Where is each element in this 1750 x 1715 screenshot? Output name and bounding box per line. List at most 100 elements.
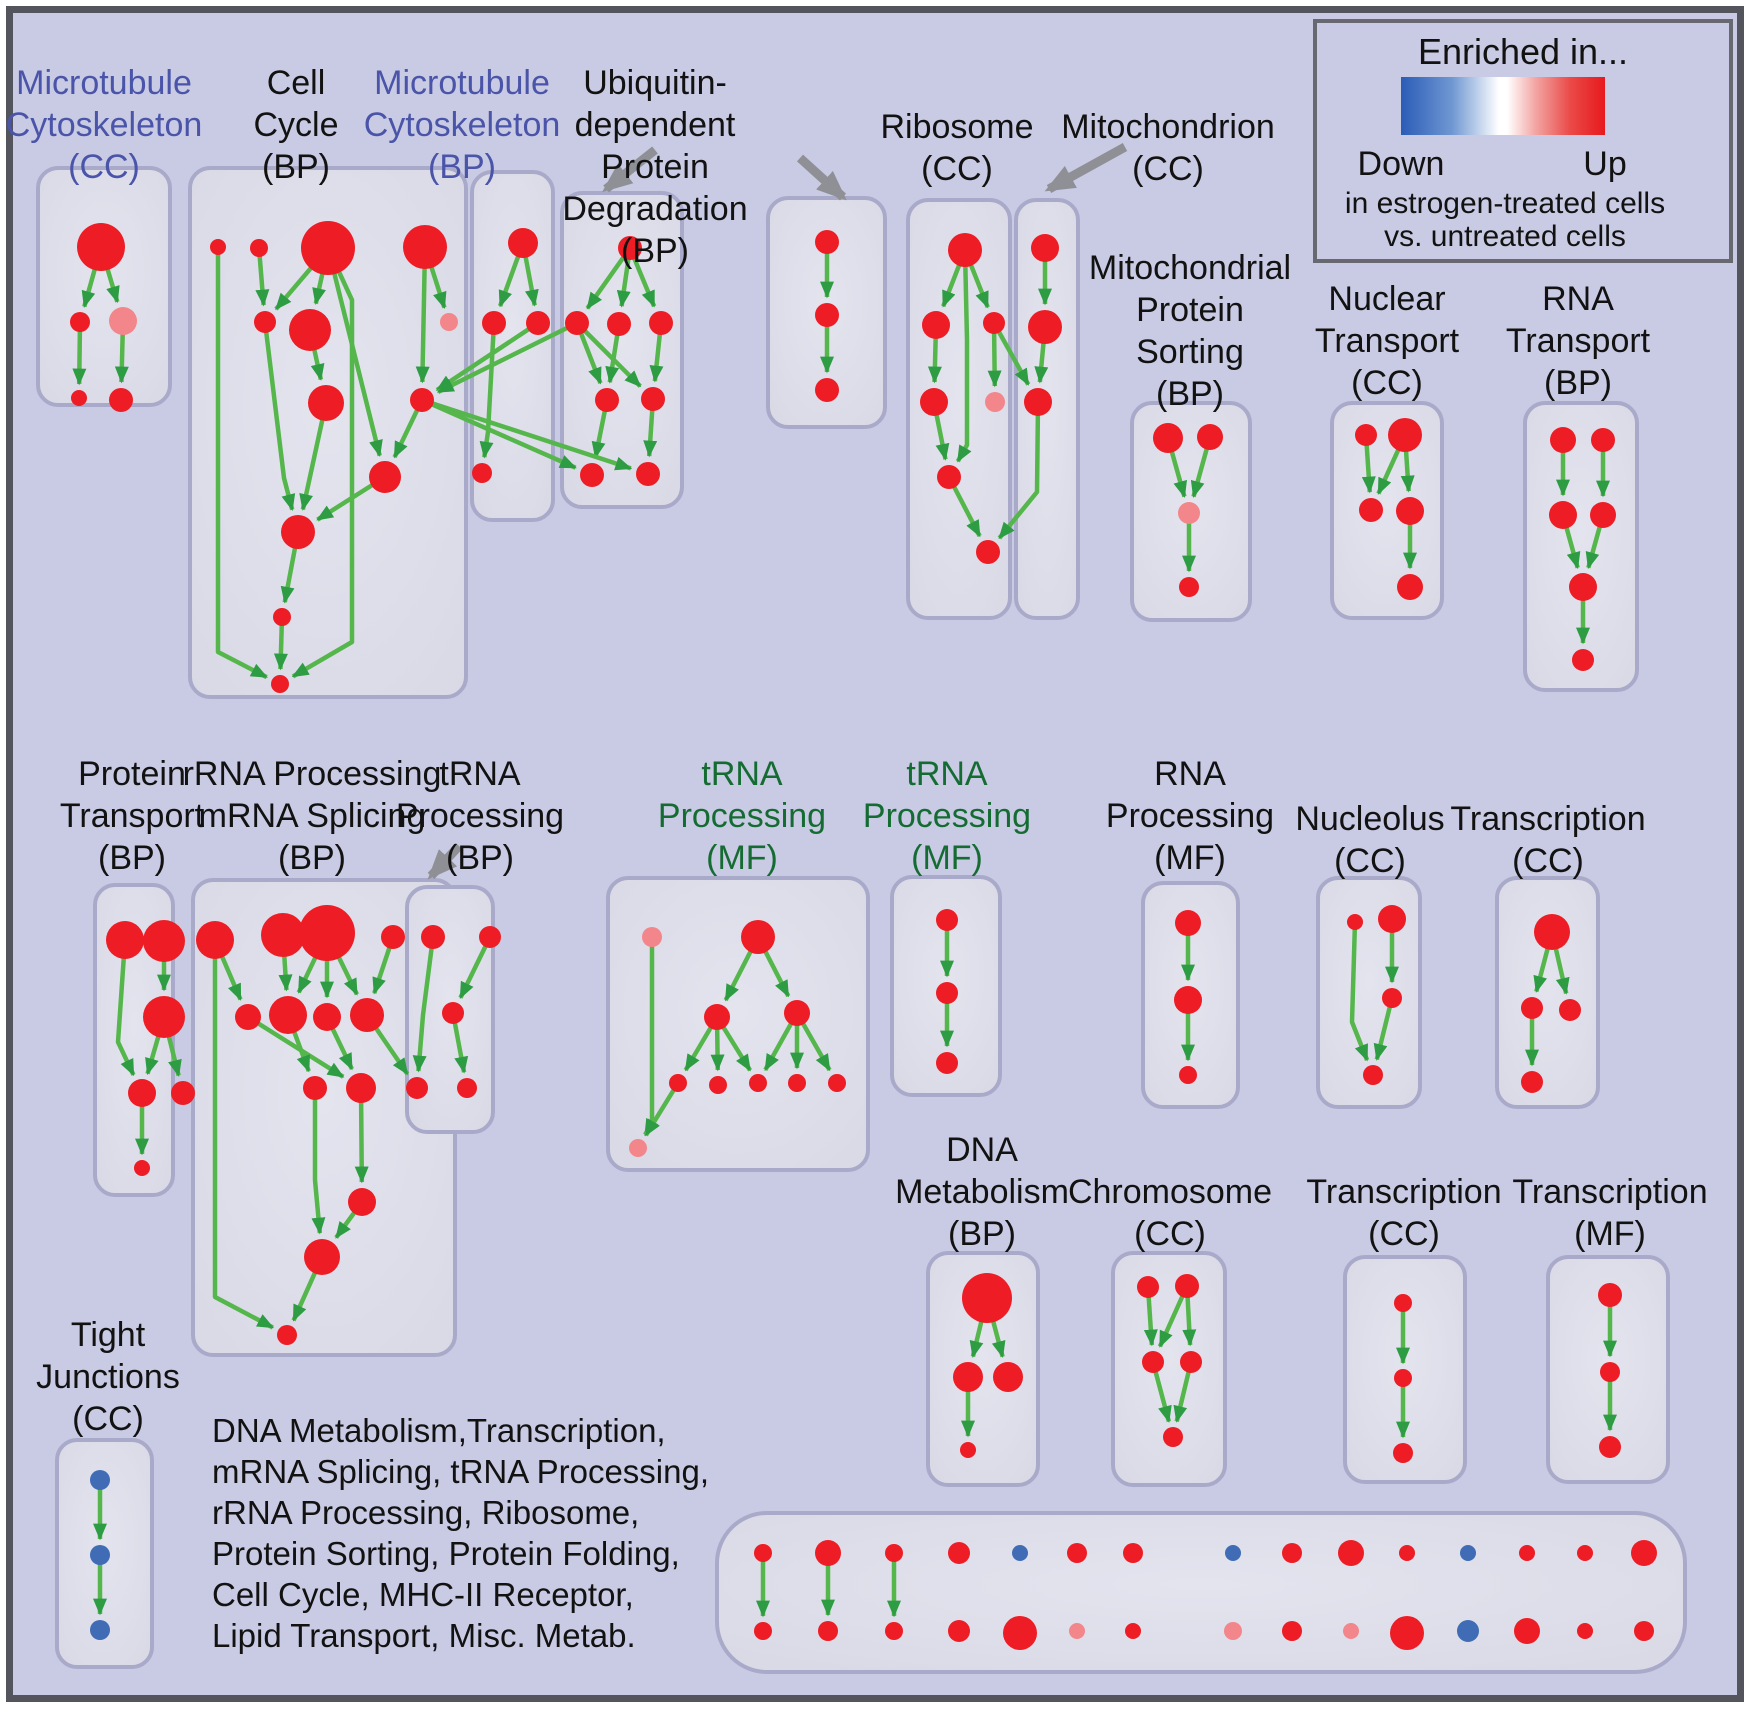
go-term-node-tc1 (1521, 997, 1543, 1019)
go-term-node-q2 (1179, 1066, 1197, 1084)
go-term-node-bt10 (1338, 1540, 1364, 1566)
go-term-node-mtcc2 (109, 307, 137, 335)
go-term-node-bt14 (1577, 1545, 1593, 1561)
go-term-node-n0 (1347, 914, 1363, 930)
go-term-node-cc8 (281, 515, 315, 549)
edge-arrow (255, 247, 270, 307)
cluster-box-nuclear-transport (1330, 401, 1444, 620)
go-term-node-cc9 (273, 608, 291, 626)
edge-arrow (575, 321, 642, 388)
cluster-box-nucleolus (1316, 876, 1422, 1109)
go-term-node-ms3 (1179, 577, 1199, 597)
go-term-node-bb14 (1577, 1623, 1593, 1639)
go-term-node-ccp (440, 313, 458, 331)
go-term-node-h1 (936, 982, 958, 1004)
go-term-node-tc3 (1521, 1071, 1543, 1093)
go-term-node-cc10 (271, 675, 289, 693)
go-term-node-r5 (269, 996, 307, 1034)
go-term-node-j0 (90, 1470, 110, 1490)
go-term-node-rt1 (1591, 428, 1615, 452)
edge-arrow (299, 402, 329, 511)
misc-text-line: DNA Metabolism,Transcription, (212, 1412, 666, 1449)
trna-bp-arrow (427, 842, 463, 880)
edge-arrow (955, 249, 972, 463)
go-term-node-bb5 (1003, 1616, 1037, 1650)
go-term-node-b3 (472, 463, 492, 483)
go-term-node-ch4 (1163, 1427, 1183, 1447)
edge-arrow (1349, 921, 1370, 1062)
go-term-node-g2 (704, 1004, 730, 1030)
go-term-node-ms2 (1178, 502, 1200, 524)
go-term-node-j2 (90, 1620, 110, 1640)
go-term-node-cc0 (210, 239, 226, 255)
edge-arrow (215, 247, 268, 680)
go-term-node-g7 (788, 1074, 806, 1092)
go-term-node-rb3 (920, 388, 948, 416)
go-term-node-n2 (1382, 988, 1402, 1008)
go-term-node-nt2 (1359, 498, 1383, 522)
edge-arrow (212, 940, 275, 1330)
go-term-node-bb2 (818, 1621, 838, 1641)
go-term-node-ua4 (595, 388, 619, 412)
misc-gene-sets-text: DNA Metabolism,Transcription, mRNA Splic… (212, 1410, 709, 1656)
go-term-node-ch3 (1180, 1351, 1202, 1373)
go-term-node-v2 (1599, 1436, 1621, 1458)
go-term-node-mtcc0 (77, 223, 125, 271)
go-term-node-r12 (277, 1325, 297, 1345)
go-term-node-bt1 (754, 1544, 772, 1562)
edge-arrow (436, 320, 579, 395)
go-term-node-p3 (128, 1079, 156, 1107)
go-term-node-r3 (381, 925, 405, 949)
go-term-node-g6 (749, 1074, 767, 1092)
edge-arrow (643, 1081, 680, 1137)
go-term-node-rt5 (1572, 649, 1594, 671)
edge-arrow (412, 936, 436, 1073)
go-term-node-cc6 (308, 385, 344, 421)
go-term-node-p5 (134, 1160, 150, 1176)
go-term-node-bb12 (1457, 1620, 1479, 1642)
cluster-box-trna-processing-mf-1 (606, 876, 870, 1172)
go-term-node-cc3 (403, 225, 447, 269)
misc-text-line: rRNA Processing, Ribosome, (212, 1494, 640, 1531)
go-term-node-t0 (421, 925, 445, 949)
go-term-node-g8 (828, 1074, 846, 1092)
go-term-node-tc2 (1559, 999, 1581, 1021)
edge-arrow (262, 321, 296, 512)
edge-arrow (415, 246, 430, 384)
go-term-node-ua0 (618, 236, 642, 260)
go-term-node-mi2 (1024, 388, 1052, 416)
cluster-box-chromosome (1111, 1251, 1227, 1487)
go-term-node-tc0 (1534, 914, 1570, 950)
go-term-node-g1 (741, 920, 775, 954)
go-term-node-cc1 (250, 239, 268, 257)
legend-down-label: Down (1357, 145, 1445, 183)
go-term-node-g0 (642, 927, 662, 947)
legend-subtitle-1: in estrogen-treated cells (1344, 187, 1666, 220)
go-term-node-rb0 (948, 233, 982, 267)
edge-arrow (479, 322, 497, 459)
go-term-node-cc2 (301, 221, 355, 275)
go-term-node-v0 (1598, 1283, 1622, 1307)
go-term-node-bb10 (1343, 1623, 1359, 1639)
go-term-node-t3 (406, 1077, 428, 1099)
go-term-node-b2 (526, 311, 550, 335)
go-term-node-rb4 (937, 465, 961, 489)
go-term-node-bb4 (948, 1620, 970, 1642)
ubiquitin-right-arrow (796, 154, 847, 201)
go-term-node-nt4 (1397, 574, 1423, 600)
go-term-node-g5 (709, 1076, 727, 1094)
go-term-node-rt2 (1549, 501, 1577, 529)
go-term-node-d0 (962, 1273, 1012, 1323)
go-term-node-cc4 (254, 311, 276, 333)
go-term-node-n3 (1363, 1065, 1383, 1085)
go-term-node-bt15 (1631, 1540, 1657, 1566)
legend-subtitle-2: vs. untreated cells (1384, 220, 1626, 253)
go-term-node-g9 (629, 1139, 647, 1157)
go-term-node-bt4 (948, 1542, 970, 1564)
go-term-node-q1 (1174, 986, 1202, 1014)
go-term-node-ub0 (815, 230, 839, 254)
go-term-node-u0 (1394, 1294, 1412, 1312)
cluster-box-protein-transport (93, 883, 175, 1197)
edge-arrow (458, 936, 493, 999)
go-term-node-ub2 (815, 378, 839, 402)
